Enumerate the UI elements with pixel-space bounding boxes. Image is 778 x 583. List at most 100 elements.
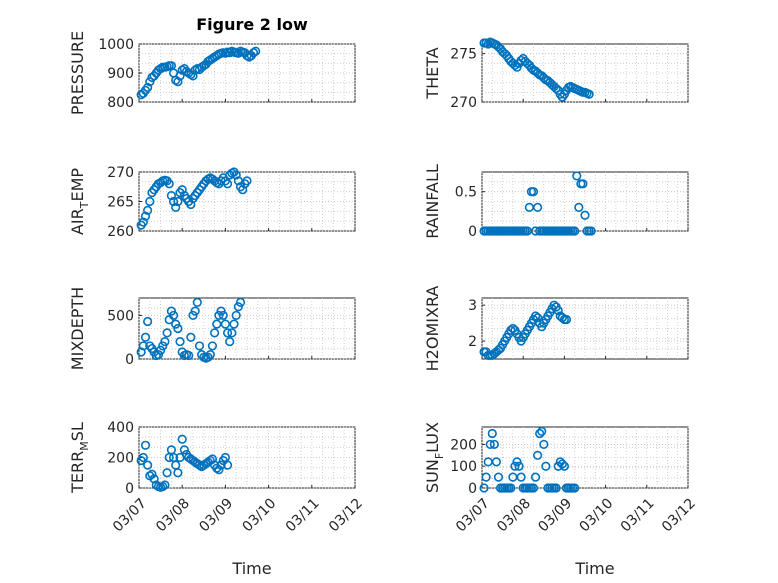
data-point (220, 319, 230, 329)
data-point (537, 426, 547, 436)
data-point (158, 481, 168, 492)
data-point (140, 332, 151, 342)
y-axis-label: TERRMSL (68, 422, 91, 494)
data-point (553, 305, 563, 316)
data-point (205, 350, 215, 360)
data-point (485, 439, 495, 450)
y-axis-label: MIXDEPTH (68, 287, 87, 370)
data-point (162, 328, 172, 338)
data-point (147, 469, 157, 479)
data-point (145, 77, 155, 87)
y-tick-label: 270 (450, 95, 477, 111)
data-point (251, 46, 261, 56)
data-point (561, 314, 572, 325)
data-point (487, 428, 497, 439)
data-point (584, 89, 594, 99)
y-tick-label: 400 (107, 420, 134, 436)
data-point (186, 332, 196, 342)
subplot-6: 2 3 H2OMIXRA (423, 286, 689, 371)
data-point (173, 323, 183, 334)
data-point (145, 196, 155, 207)
y-tick-label: 0 (125, 352, 134, 368)
data-point (212, 319, 222, 329)
data-point (192, 297, 202, 307)
x-axis-label-right: Time (574, 559, 614, 578)
data-point (572, 171, 582, 181)
data-point (143, 460, 153, 470)
data-point (586, 226, 596, 236)
data-point (530, 311, 541, 321)
x-tick-label: 03/07 (110, 496, 150, 536)
subplot-4: 0 0.5 RAINFALL (423, 164, 689, 240)
subplot-7: 03/07 03/08 03/09 03/10 03/11 03/12 0 200 400 TER… (68, 420, 366, 535)
data-point (149, 474, 159, 484)
y-tick-label: 270 (107, 165, 134, 181)
data-point (177, 434, 187, 444)
x-tick-label: 03/12 (659, 496, 699, 536)
data-point (491, 457, 502, 467)
data-point (557, 459, 567, 469)
data-point (218, 310, 228, 321)
data-point (516, 472, 526, 482)
x-tick-label: 03/09 (535, 496, 575, 536)
y-tick-label: 3 (468, 298, 477, 314)
data-point (216, 306, 226, 316)
data-point (177, 185, 187, 195)
data-point (541, 461, 551, 471)
data-point (530, 472, 541, 482)
data-point (175, 336, 185, 347)
y-tick-label: 0 (468, 481, 477, 497)
data-point (242, 176, 252, 186)
y-tick-label: 500 (107, 308, 134, 324)
y-tick-label: 800 (107, 95, 134, 111)
data-point (225, 336, 235, 347)
data-point (160, 480, 170, 490)
x-tick-label: 03/10 (577, 496, 617, 536)
y-tick-label: 265 (107, 195, 134, 211)
data-point (168, 310, 179, 321)
data-point (551, 483, 561, 493)
y-tick-label: 0 (125, 481, 134, 497)
data-point (173, 77, 183, 87)
y-tick-label: 900 (107, 66, 134, 82)
data-point (203, 352, 213, 362)
data-point (207, 454, 218, 464)
data-point (231, 310, 241, 321)
data-point (171, 202, 181, 212)
x-tick-label: 03/11 (618, 496, 658, 536)
data-point (535, 428, 545, 439)
x-axis-label-left: Time (231, 559, 271, 578)
y-tick-label: 0.5 (455, 185, 477, 201)
y-tick-label: 0 (468, 224, 477, 240)
y-tick-label: 1000 (98, 37, 134, 53)
data-point (175, 71, 185, 81)
data-point (136, 347, 146, 357)
data-point (140, 440, 151, 450)
data-point (188, 71, 198, 81)
y-tick-label: 200 (450, 437, 477, 453)
subplot-2: 270 275 THETA (423, 37, 689, 111)
data-point (539, 439, 549, 450)
data-point (214, 465, 224, 475)
data-point (514, 461, 524, 471)
y-tick-label: 200 (107, 451, 134, 467)
data-point (229, 319, 239, 329)
x-tick-label: 03/08 (494, 496, 534, 536)
y-tick-label: 275 (450, 47, 477, 63)
data-point (162, 468, 172, 478)
data-point (179, 445, 189, 455)
data-point (168, 196, 179, 207)
data-point (533, 313, 543, 323)
data-point (173, 468, 183, 478)
data-point (138, 341, 148, 351)
data-point (233, 302, 243, 312)
subplot-3: 260 265 270 AIRTEMP (68, 165, 356, 240)
data-point (188, 310, 198, 321)
data-point (194, 460, 205, 470)
subplot-5: 0 500 MIXDEPTH (68, 287, 356, 370)
x-tick-label: 03/11 (283, 496, 323, 536)
data-point (235, 297, 246, 307)
data-point (493, 472, 504, 482)
data-point (138, 452, 148, 463)
